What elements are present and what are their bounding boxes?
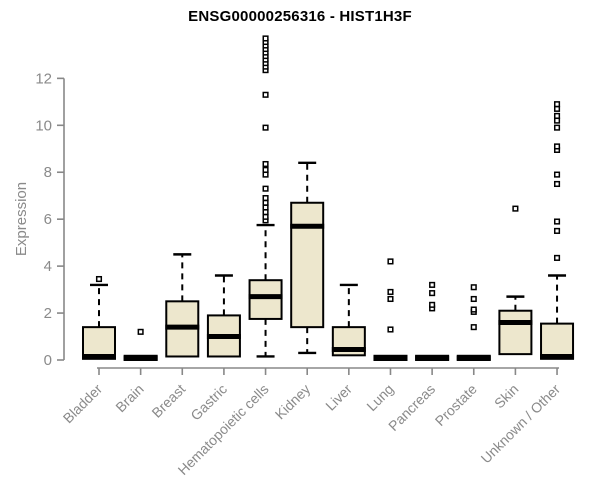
boxplot-gastric <box>206 274 241 358</box>
outlier-point <box>553 105 561 112</box>
outlier-point <box>95 275 103 283</box>
x-tick-label: Skin <box>491 381 522 412</box>
outlier-point <box>387 295 394 303</box>
outlier-point <box>262 124 269 131</box>
outlier-point <box>470 295 477 303</box>
boxplot-hematopoietic-cells <box>248 35 283 358</box>
y-tick-label: 4 <box>44 258 52 275</box>
outlier-point <box>553 254 561 261</box>
outlier-point <box>470 324 477 331</box>
y-tick-label: 10 <box>35 117 52 134</box>
boxplot-skin <box>498 205 533 356</box>
y-tick-label: 8 <box>44 164 52 181</box>
y-tick-label: 12 <box>35 70 52 87</box>
outlier-point <box>387 258 394 265</box>
y-axis: 0 2 4 6 8 10 12 <box>35 70 65 369</box>
outlier-point <box>262 209 269 216</box>
outlier-point <box>470 284 477 291</box>
y-tick-label: 6 <box>44 211 52 228</box>
outlier-point <box>470 306 477 313</box>
boxplot-liver <box>331 283 366 357</box>
boxplot-bladder <box>82 275 116 360</box>
outlier-point <box>262 166 269 173</box>
boxplot-lung <box>373 258 408 361</box>
x-tick-label: Bladder <box>60 381 106 427</box>
boxplot-breast <box>165 253 200 358</box>
boxplot-pancreas <box>415 281 450 361</box>
outlier-point <box>553 180 561 188</box>
outlier-point <box>262 91 269 98</box>
outlier-point <box>429 290 436 297</box>
x-tick-label: Breast <box>148 381 188 421</box>
boxplot-brain <box>123 328 158 361</box>
x-tick-label: Kidney <box>272 381 314 423</box>
outlier-point <box>553 101 561 108</box>
boxplot-unknown-other <box>540 101 575 360</box>
outlier-point <box>262 160 269 168</box>
boxplot-prostate <box>456 284 491 361</box>
outlier-point <box>553 124 561 131</box>
outlier-point <box>262 204 269 211</box>
outlier-point <box>429 301 436 308</box>
x-tick-label: Liver <box>322 381 355 414</box>
outlier-point <box>553 171 561 178</box>
outlier-point <box>262 199 269 206</box>
x-tick-label: Prostate <box>432 381 480 429</box>
outlier-point <box>553 117 561 124</box>
outlier-point <box>553 227 561 234</box>
outlier-point <box>262 185 269 192</box>
outlier-point <box>553 143 561 150</box>
x-tick-label: Unknown / Other <box>478 381 564 467</box>
outlier-point <box>553 112 561 119</box>
outlier-point <box>387 326 394 333</box>
outlier-point <box>137 328 144 335</box>
outlier-point <box>262 171 269 178</box>
outlier-point <box>429 281 436 288</box>
outlier-point <box>262 195 269 202</box>
outlier-point <box>262 35 269 42</box>
outlier-point <box>512 205 519 212</box>
x-tick-label: Brain <box>112 381 146 415</box>
boxplot-kidney <box>290 161 325 355</box>
outlier-point <box>387 288 394 295</box>
x-tick-label: Lung <box>363 381 396 414</box>
outlier-point <box>553 218 561 225</box>
chart-title: ENSG00000256316 - HIST1H3F <box>188 8 412 25</box>
y-tick-label: 0 <box>44 352 52 369</box>
y-tick-label: 2 <box>44 305 52 322</box>
outlier-point <box>262 213 269 220</box>
